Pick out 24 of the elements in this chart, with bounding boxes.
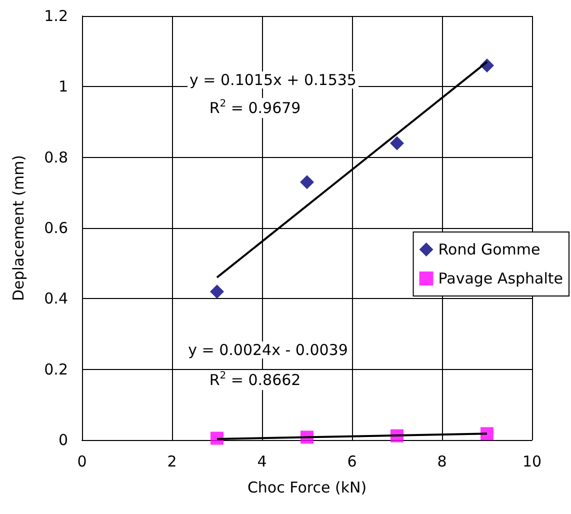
y-tick-label: 0.6: [44, 219, 68, 237]
x-axis-title: Choc Force (kN): [247, 478, 367, 496]
x-tick-label: 10: [522, 452, 542, 470]
y-axis-title: Deplacement (mm): [10, 154, 28, 302]
x-tick-label: 2: [167, 452, 177, 470]
y-tick-label: 0: [58, 431, 68, 449]
legend-label: Rond Gomme: [438, 240, 540, 258]
point: [480, 427, 494, 440]
y-tick-label: 0.4: [44, 290, 68, 308]
point: [300, 175, 314, 190]
y-tick-label: 0.8: [44, 148, 68, 166]
x-tick-label: 0: [77, 452, 87, 470]
point: [390, 136, 404, 150]
x-tick-label: 6: [347, 452, 357, 470]
x-tick-label: 4: [257, 452, 267, 470]
y-tick-label: 0.2: [44, 360, 68, 378]
annotation: y = 0.0024x - 0.0039: [188, 341, 348, 359]
point: [210, 432, 224, 445]
x-tick-label: 8: [437, 452, 447, 470]
legend-label: Pavage Asphalte: [438, 270, 564, 288]
y-tick-label: 1: [58, 78, 68, 96]
point: [210, 284, 224, 299]
annotation: y = 0.1015x + 0.1535: [190, 71, 356, 89]
y-tick-label: 1.2: [44, 7, 68, 25]
